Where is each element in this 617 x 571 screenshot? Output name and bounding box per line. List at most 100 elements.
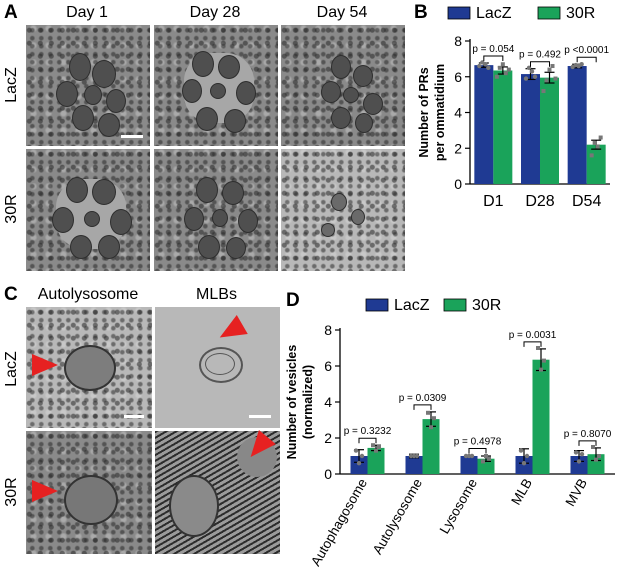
point-LacZ-D28-2 (529, 69, 535, 74)
point-LacZ-MLB-0 (518, 448, 524, 453)
em-image-30r-day1 (25, 148, 151, 272)
red-arrow-icon (32, 480, 58, 502)
point-30R-MVB-0 (591, 445, 595, 449)
panel-b-letter: B (414, 2, 428, 23)
point-LacZ-Autolysosome-2 (414, 453, 420, 459)
point-LacZ-D54-3 (579, 62, 584, 67)
point-LacZ-D1-3 (486, 65, 491, 71)
legend-label-0: LacZ (394, 297, 430, 314)
point-30R-D28-1 (544, 78, 549, 83)
x-tick-label-D28: D28 (525, 193, 554, 210)
y-axis-label-line-1: per ommatidium (433, 64, 447, 161)
panel-a-col-day1: Day 1 (66, 4, 108, 21)
bar-30R-D1 (493, 70, 513, 184)
panel-d-letter: D (286, 290, 300, 311)
point-LacZ-MVB-0 (573, 450, 579, 455)
legend-swatch-1 (537, 6, 561, 20)
pvalue-label-D1: p = 0.054 (472, 44, 514, 55)
bar-30R-Autolysosome (422, 419, 440, 474)
panel-c-col-autolysosome: Autolysosome (37, 286, 139, 303)
point-LacZ-MVB-1 (576, 459, 582, 464)
em-image-lacz-day28 (153, 24, 279, 147)
pvalue-label-Autolysosome: p = 0.0309 (399, 393, 447, 404)
em-image-lacz-autolysosome (25, 306, 153, 429)
point-LacZ-D1-0 (477, 63, 482, 69)
y-tick-label-8: 8 (454, 33, 462, 49)
pvalue-label-D54: p <0.0001 (564, 45, 609, 56)
point-30R-Autolysosome-0 (426, 410, 430, 415)
pvalue-label-MLB: p = 0.0031 (509, 330, 557, 341)
point-30R-MLB-0 (536, 346, 540, 350)
bar-LacZ-MVB (570, 456, 588, 474)
y-tick-label-0: 0 (324, 466, 332, 482)
point-30R-Lysosome-1 (484, 454, 488, 458)
point-30R-Autophagosome-2 (377, 445, 381, 449)
point-30R-D54-3 (598, 135, 603, 140)
legend-label-1: 30R (566, 5, 595, 22)
point-30R-D28-3 (550, 64, 555, 69)
pvalue-label-MVB: p = 0.8070 (564, 429, 612, 440)
y-axis-label-line-0: Number of PRs (417, 67, 431, 157)
panel-a-letter: A (4, 2, 18, 23)
bar-30R-D28 (540, 77, 559, 184)
point-30R-MVB-1 (594, 457, 598, 462)
em-image-lacz-day1 (25, 24, 151, 147)
chart-d: LacZ 30R Number of vesicles (normalized) 0 2 4… (285, 297, 615, 569)
pvalue-bracket-Lysosome (468, 447, 487, 454)
point-30R-Lysosome-0 (481, 459, 485, 464)
bar-LacZ-D54 (567, 66, 587, 184)
y-tick-label-4: 4 (454, 105, 462, 121)
panel-a-col-day54: Day 54 (316, 4, 368, 21)
point-LacZ-Autophagosome-0 (353, 448, 359, 453)
point-30R-D28-4 (553, 76, 558, 81)
point-30R-MLB-2 (542, 358, 546, 363)
point-30R-MLB-1 (539, 367, 543, 372)
panel-a-col-day28: Day 28 (189, 4, 241, 21)
point-30R-D1-0 (494, 74, 499, 79)
em-image-30r-day54 (280, 148, 406, 272)
panel-a-row-lacz: LacZ (3, 67, 20, 103)
x-tick-label-MVB: MVB (562, 476, 590, 509)
point-LacZ-Autophagosome-1 (356, 461, 362, 466)
legend-swatch-1 (443, 298, 467, 312)
x-tick-label-D54: D54 (572, 193, 601, 210)
point-LacZ-D28-1 (526, 65, 532, 71)
panel-a-row-30r: 30R (3, 194, 20, 224)
x-tick-label-Autolysosome: Autolysosome (370, 476, 425, 557)
point-30R-D28-0 (541, 89, 546, 94)
pvalue-bracket-MVB (578, 440, 597, 446)
point-30R-Autolysosome-1 (429, 425, 433, 430)
em-image-lacz-mlbs (154, 306, 281, 429)
bar-30R-MLB (532, 359, 550, 474)
point-30R-D1-3 (503, 71, 508, 76)
pvalue-bracket-Autolysosome (413, 404, 432, 410)
pvalue-bracket-D54 (576, 56, 597, 63)
y-tick-label-0: 0 (454, 176, 462, 192)
point-LacZ-Lysosome-2 (469, 453, 475, 459)
point-LacZ-D28-0 (523, 76, 529, 81)
bar-LacZ-D1 (474, 65, 494, 184)
panel-c-col-mlbs: MLBs (196, 286, 237, 303)
em-image-30r-mlbs (154, 430, 281, 555)
point-30R-D28-2 (547, 67, 552, 72)
pvalue-label-Lysosome: p = 0.4978 (454, 436, 502, 447)
panel-c-letter: C (4, 284, 18, 305)
point-30R-Autophagosome-1 (374, 448, 378, 453)
pvalue-label-Autophagosome: p = 0.3232 (344, 426, 392, 437)
pvalue-bracket-MLB (523, 341, 542, 347)
red-arrow-icon (32, 354, 58, 376)
legend-swatch-0 (447, 6, 471, 20)
legend-swatch-0 (365, 298, 389, 312)
legend-label-1: 30R (472, 297, 501, 314)
legend-label-0: LacZ (476, 5, 512, 22)
point-30R-MVB-2 (597, 454, 601, 458)
point-LacZ-D1-2 (483, 62, 488, 67)
point-30R-D54-0 (589, 153, 594, 158)
y-tick-label-6: 6 (454, 69, 462, 85)
y-tick-label-6: 6 (324, 358, 332, 374)
bar-30R-D54 (586, 144, 606, 184)
point-30R-Autolysosome-2 (432, 416, 436, 421)
point-30R-D1-1 (497, 65, 502, 70)
point-LacZ-MLB-2 (524, 453, 530, 459)
point-30R-D1-4 (506, 67, 511, 72)
